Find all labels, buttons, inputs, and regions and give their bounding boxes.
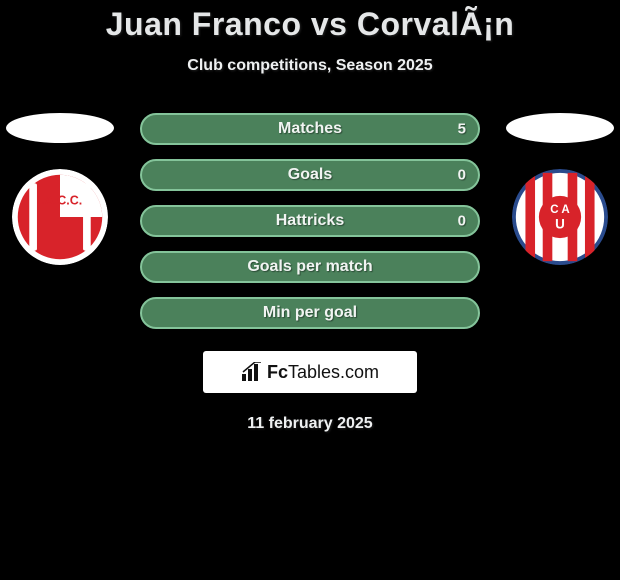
right-club-initials-line2: U <box>555 217 565 232</box>
stat-row-goals-per-match: Goals per match <box>140 251 480 283</box>
bars-icon <box>241 362 263 382</box>
right-player-avatar <box>506 113 614 143</box>
fctables-logo[interactable]: FcTables.com <box>203 351 417 393</box>
date-text: 11 february 2025 <box>0 415 620 433</box>
right-club-badge: C A U <box>512 169 608 265</box>
logo-text: FcTables.com <box>267 362 379 383</box>
left-club-badge: I.A.C.C. <box>12 169 108 265</box>
stat-row-matches: Matches 5 <box>140 113 480 145</box>
stat-right-value: 5 <box>458 121 466 138</box>
page-title: Juan Franco vs CorvalÃ¡n <box>0 0 620 43</box>
stat-right-value: 0 <box>458 213 466 230</box>
right-club-initials-line1: C A <box>550 204 570 216</box>
stat-label: Goals <box>288 166 332 184</box>
stat-right-value: 0 <box>458 167 466 184</box>
stat-label: Matches <box>278 120 342 138</box>
stat-row-goals: Goals 0 <box>140 159 480 191</box>
right-club-badge-svg: C A U <box>512 169 608 265</box>
stat-row-min-per-goal: Min per goal <box>140 297 480 329</box>
left-player-column: I.A.C.C. <box>0 113 120 265</box>
logo-brand: Fc <box>267 362 288 382</box>
stat-label: Goals per match <box>247 258 372 276</box>
left-club-initials-text: I.A.C.C. <box>38 194 82 208</box>
stat-label: Min per goal <box>263 304 357 322</box>
left-club-badge-svg: I.A.C.C. <box>12 169 108 265</box>
left-player-avatar <box>6 113 114 143</box>
comparison-panel: I.A.C.C. C A U Matches 5 <box>0 113 620 433</box>
stat-row-hattricks: Hattricks 0 <box>140 205 480 237</box>
stat-label: Hattricks <box>276 212 344 230</box>
subtitle: Club competitions, Season 2025 <box>0 57 620 75</box>
logo-rest: Tables.com <box>288 362 379 382</box>
stats-list: Matches 5 Goals 0 Hattricks 0 Goals per … <box>140 113 480 329</box>
right-player-column: C A U <box>500 113 620 265</box>
